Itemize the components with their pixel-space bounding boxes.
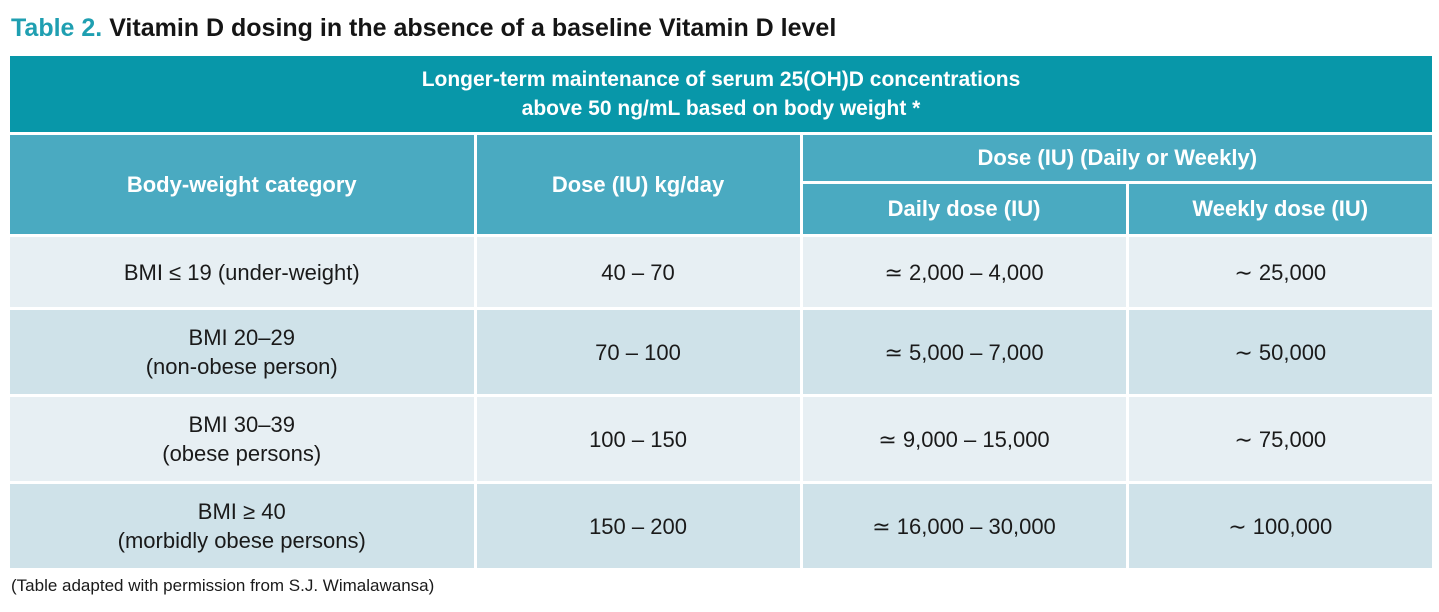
cell-dose-per-kg: 100 – 150	[473, 394, 803, 484]
cell-dose-per-kg: 70 – 100	[473, 307, 803, 397]
category-line-1: BMI ≤ 19 (under-weight)	[123, 259, 360, 285]
cell-category: BMI 30–39 (obese persons)	[10, 394, 477, 484]
table-row: BMI 20–29 (non-obese person) 70 – 100 ≃ …	[10, 307, 1432, 397]
header-dose-per-kg: Dose (IU) kg/day	[473, 132, 803, 237]
cell-category: BMI ≤ 19 (under-weight)	[10, 234, 477, 310]
table-row: BMI ≥ 40 (morbidly obese persons) 150 – …	[10, 481, 1432, 568]
table-footnote: (Table adapted with permission from S.J.…	[11, 576, 435, 595]
category-line-1: BMI 20–29	[188, 325, 295, 350]
cell-weekly-dose: ∼ 100,000	[1125, 481, 1432, 568]
vitamin-d-dosing-table: Longer-term maintenance of serum 25(OH)D…	[10, 56, 1432, 568]
banner-line-1: Longer-term maintenance of serum 25(OH)D…	[421, 68, 1021, 91]
cell-dose-per-kg: 150 – 200	[473, 481, 803, 568]
header-weekly-dose: Weekly dose (IU)	[1125, 181, 1432, 237]
cell-dose-per-kg: 40 – 70	[473, 234, 803, 310]
category-line-1: BMI ≥ 40	[197, 499, 286, 524]
cell-daily-dose: ≃ 2,000 – 4,000	[799, 234, 1129, 310]
cell-weekly-dose: ∼ 25,000	[1125, 234, 1432, 310]
category-line-2: (obese persons)	[162, 441, 322, 466]
cell-weekly-dose: ∼ 75,000	[1125, 394, 1432, 484]
table-banner: Longer-term maintenance of serum 25(OH)D…	[10, 56, 1432, 135]
table-number: Table 2.	[11, 14, 103, 42]
table-caption: Vitamin D dosing in the absence of a bas…	[109, 14, 837, 42]
table-row: BMI ≤ 19 (under-weight) 40 – 70 ≃ 2,000 …	[10, 234, 1432, 310]
category-line-1: BMI 30–39	[188, 412, 295, 437]
header-dose-group: Dose (IU) (Daily or Weekly)	[799, 132, 1432, 184]
banner-line-2: above 50 ng/mL based on body weight *	[521, 97, 921, 120]
cell-category: BMI ≥ 40 (morbidly obese persons)	[10, 481, 477, 568]
cell-weekly-dose: ∼ 50,000	[1125, 307, 1432, 397]
cell-daily-dose: ≃ 9,000 – 15,000	[799, 394, 1129, 484]
header-daily-dose: Daily dose (IU)	[801, 181, 1129, 237]
table-row: BMI 30–39 (obese persons) 100 – 150 ≃ 9,…	[10, 394, 1432, 484]
table-title: Table 2. Vitamin D dosing in the absence…	[11, 10, 836, 46]
cell-category: BMI 20–29 (non-obese person)	[10, 307, 477, 397]
header-body-weight-category: Body-weight category	[10, 132, 477, 237]
cell-daily-dose: ≃ 16,000 – 30,000	[799, 481, 1129, 568]
category-line-2: (non-obese person)	[145, 354, 338, 379]
cell-daily-dose: ≃ 5,000 – 7,000	[799, 307, 1129, 397]
category-line-2: (morbidly obese persons)	[117, 528, 366, 553]
